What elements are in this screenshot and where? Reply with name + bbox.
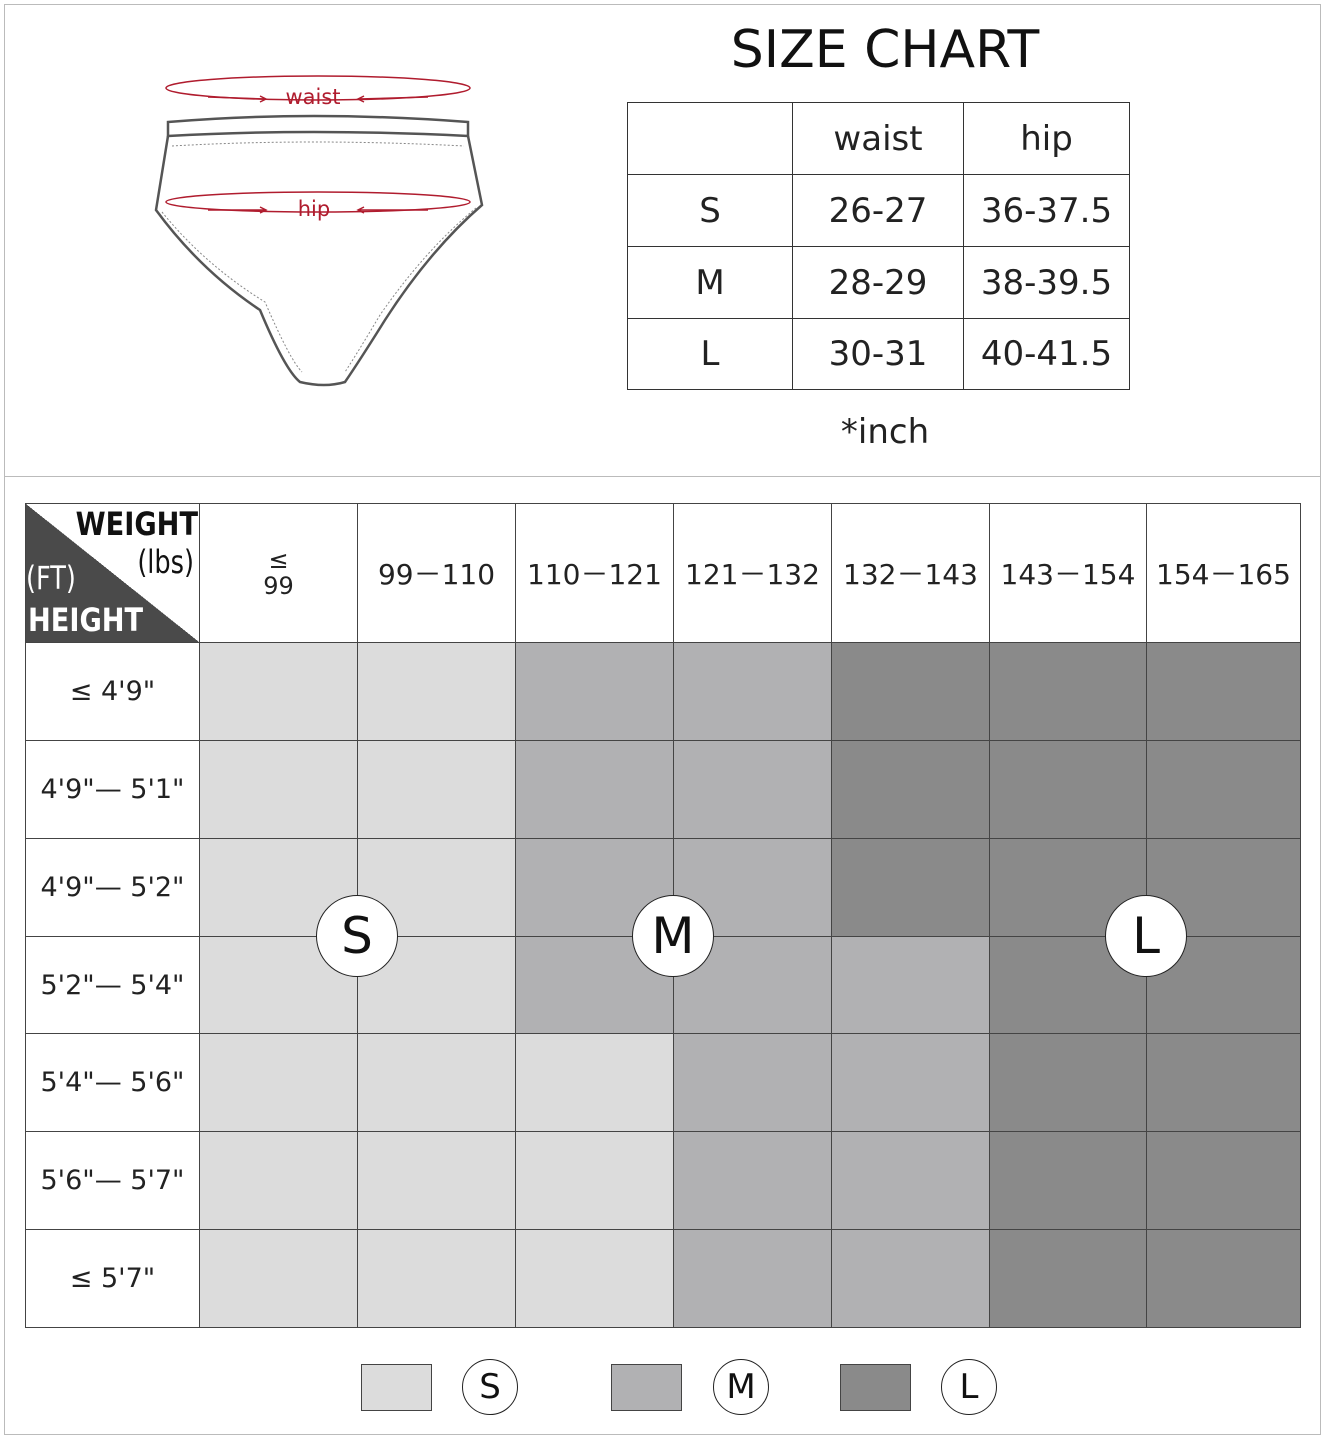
size-zone-cell (1146, 642, 1301, 741)
size-zone-cell (831, 740, 990, 839)
size-zone-cell (673, 1033, 832, 1132)
corner-height: HEIGHT (28, 601, 144, 639)
weight-header: 143－154 (989, 503, 1147, 643)
size-zone-cell (515, 1229, 674, 1328)
hip-label: hip (298, 197, 330, 221)
height-header: ≤ 4'9" (25, 642, 200, 741)
legend-label: M (713, 1359, 769, 1415)
size-zone-cell (673, 642, 832, 741)
size-zone-cell (357, 1033, 516, 1132)
size-zone-cell (989, 1131, 1147, 1230)
measure-cell: 28-29 (792, 246, 964, 319)
height-header: 4'9"— 5'2" (25, 838, 200, 937)
corner-height-unit: (FT) (26, 559, 76, 597)
size-zone-cell (199, 740, 358, 839)
size-zone-cell (673, 838, 832, 937)
size-zone-cell (989, 1033, 1147, 1132)
weight-header: 99－110 (357, 503, 516, 643)
legend-label: L (941, 1359, 997, 1415)
size-zone-cell (831, 936, 990, 1034)
frame (4, 4, 1321, 1435)
zone-label: M (632, 895, 714, 977)
waist-label: waist (285, 85, 340, 109)
height-header: 5'2"— 5'4" (25, 936, 200, 1034)
size-zone-cell (515, 1131, 674, 1230)
size-zone-cell (357, 740, 516, 839)
legend-swatch (840, 1364, 911, 1411)
size-zone-cell (357, 642, 516, 741)
size-zone-cell (199, 642, 358, 741)
size-zone-cell (831, 1229, 990, 1328)
measure-cell: 26-27 (792, 174, 964, 247)
legend-swatch (361, 1364, 432, 1411)
size-zone-cell (357, 1131, 516, 1230)
column-header: hip (963, 102, 1130, 175)
weight-header: 110－121 (515, 503, 674, 643)
legend-label: S (462, 1359, 518, 1415)
height-header: 5'4"— 5'6" (25, 1033, 200, 1132)
divider (4, 476, 1321, 477)
size-zone-cell (1146, 1033, 1301, 1132)
size-cell: M (627, 246, 793, 319)
measure-cell: 30-31 (792, 318, 964, 390)
size-zone-cell (1146, 1229, 1301, 1328)
height-header: 4'9"— 5'1" (25, 740, 200, 839)
size-zone-cell (989, 642, 1147, 741)
size-zone-cell (515, 740, 674, 839)
size-zone-cell (515, 642, 674, 741)
corner-weight: WEIGHT (75, 505, 198, 543)
size-zone-cell (831, 838, 990, 937)
measure-cell: 36-37.5 (963, 174, 1130, 247)
note: *inch (840, 412, 930, 452)
corner-weight-unit: (lbs) (137, 543, 194, 581)
weight-header: 154－165 (1146, 503, 1301, 643)
measure-cell: 40-41.5 (963, 318, 1130, 390)
size-zone-cell (831, 1033, 990, 1132)
size-zone-cell (989, 740, 1147, 839)
size-zone-cell (1146, 1131, 1301, 1230)
size-zone-cell (673, 1229, 832, 1328)
corner-cell (25, 503, 200, 643)
size-zone-cell (831, 642, 990, 741)
weight-header: 121－132 (673, 503, 832, 643)
legend-swatch (611, 1364, 682, 1411)
zone-label: L (1105, 895, 1187, 977)
size-zone-cell (357, 1229, 516, 1328)
column-header: waist (792, 102, 964, 175)
header-cell (627, 102, 793, 175)
size-zone-cell (1146, 740, 1301, 839)
size-zone-cell (989, 1229, 1147, 1328)
zone-label: S (316, 895, 398, 977)
size-cell: S (627, 174, 793, 247)
height-header: ≤ 5'7" (25, 1229, 200, 1328)
brief-illustration: waist hip (154, 75, 484, 387)
size-zone-cell (199, 1033, 358, 1132)
weight-header: 132－143 (831, 503, 990, 643)
size-zone-cell (673, 1131, 832, 1230)
height-header: 5'6"— 5'7" (25, 1131, 200, 1230)
size-zone-cell (199, 1229, 358, 1328)
size-cell: L (627, 318, 793, 390)
size-zone-cell (831, 1131, 990, 1230)
weight-header: ≤ 99 (199, 503, 358, 643)
size-zone-cell (199, 1131, 358, 1230)
size-zone-cell (515, 1033, 674, 1132)
measure-cell: 38-39.5 (963, 246, 1130, 319)
size-zone-cell (673, 740, 832, 839)
title: SIZE CHART (730, 20, 1040, 80)
